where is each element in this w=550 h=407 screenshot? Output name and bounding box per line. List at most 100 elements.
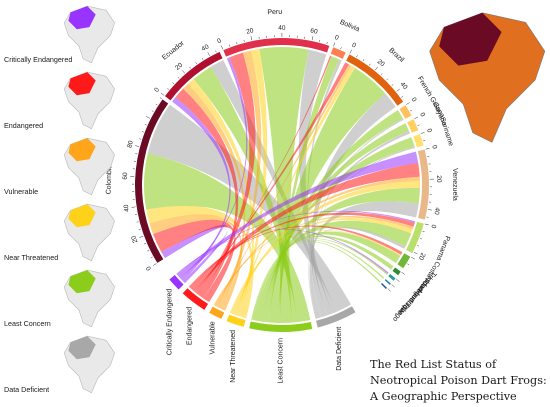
- tick-guyana-0: [414, 116, 419, 119]
- tick-panama-10: [419, 238, 423, 240]
- map-fill-critically-endangered: [68, 6, 96, 30]
- ribbon-venezuela-data-deficient: [309, 201, 419, 319]
- tick-french-guiana-0: [406, 102, 410, 105]
- tick-label-peru-0: 0: [216, 37, 222, 45]
- arc-suriname: [413, 134, 424, 148]
- arcs: [134, 38, 429, 332]
- ribbon-ecuador-critically-endangered: [172, 97, 231, 281]
- label-peru: Peru: [267, 9, 282, 17]
- tick-colombia-15: [144, 243, 147, 245]
- tick-colombia-85: [139, 138, 142, 140]
- tick-ecuador-15: [177, 76, 180, 79]
- ribbon-brazil-least-concern: [268, 67, 386, 323]
- tick-colombia-20: [139, 235, 144, 238]
- arc-nicaragua: [392, 267, 401, 276]
- tick-colombia-40: [131, 206, 136, 208]
- tick-costa-rica-0: [411, 256, 415, 260]
- arc-usa: [380, 282, 388, 289]
- tick-label-colombia-0: 0: [145, 264, 153, 271]
- tick-peru-5: [228, 44, 231, 47]
- ribbon-venezuela-endangered: [190, 162, 420, 292]
- arc-critically-endangered: [169, 274, 184, 290]
- tick-suriname-0: [420, 132, 425, 134]
- tick-label-suriname-0: 0: [425, 128, 433, 134]
- tick-peru-10: [236, 42, 238, 45]
- tick-label-peru-40: 40: [278, 25, 286, 32]
- tick-label-ecuador-20: 20: [174, 61, 184, 71]
- ribbon-colombia-least-concern: [144, 153, 311, 323]
- tick-ecuador-45: [215, 50, 217, 53]
- tick-colombia-80: [135, 145, 140, 147]
- map-fill-least-concern: [68, 270, 96, 294]
- ribbon-peru-endangered: [196, 52, 256, 296]
- map-fill-vulnerable: [68, 138, 96, 162]
- tick-brazil-45: [401, 96, 404, 98]
- tick-ecuador-35: [201, 57, 204, 60]
- tick-colombia-95: [144, 124, 147, 126]
- ribbon-trinidad-and-tobago-critically-endangered: [176, 229, 389, 275]
- arc-martinique: [384, 279, 391, 285]
- arc-french-guiana: [399, 105, 412, 119]
- tick-ecuador-20: [182, 70, 186, 74]
- tick-peru-20: [250, 36, 253, 41]
- tick-colombia-110: [155, 103, 158, 106]
- tick-label-bolivia-0: 0: [334, 34, 340, 42]
- tick-guyana-5: [417, 124, 420, 126]
- tick-label-venezuela-20: 20: [435, 175, 442, 183]
- ribbon-colombia-vulnerable: [149, 214, 243, 311]
- tick-colombia-105: [151, 110, 154, 112]
- tick-peru-60: [311, 36, 314, 41]
- label-endangered: Endangered: [186, 307, 193, 345]
- tick-brazil-10: [362, 59, 365, 62]
- ribbons: [144, 47, 421, 324]
- title-line-3: A Geographic Perspective: [369, 390, 517, 403]
- tick-label-brazil-20: 20: [376, 58, 386, 68]
- map-critically-endangered: [63, 5, 115, 64]
- tick-brazil-40: [396, 88, 400, 92]
- tick-label-venezuela-40: 40: [433, 207, 441, 216]
- tick-brazil-0: [349, 49, 352, 54]
- map-fill-near-threatened: [68, 204, 96, 228]
- map-label-endangered: Endangered: [4, 121, 43, 130]
- tick-martinique-0: [391, 284, 395, 288]
- south-america-map: [429, 12, 546, 143]
- tick-colombia-115: [159, 97, 162, 100]
- map-data-deficient: [63, 335, 115, 394]
- tick-brazil-5: [356, 55, 358, 58]
- arc-panama: [406, 221, 424, 254]
- colombia-region: [439, 12, 502, 66]
- map-fill-data-deficient: [68, 336, 96, 360]
- tick-label-venezuela-0: 0: [430, 144, 438, 150]
- label-near-threatened: Near Threatened: [230, 330, 237, 383]
- tick-label-colombia-20: 20: [130, 234, 139, 244]
- arc-ecuador: [164, 51, 223, 101]
- arc-near-threatened: [226, 314, 246, 327]
- label-suriname: Suriname: [438, 116, 454, 147]
- arc-guyana: [407, 119, 419, 133]
- label-vulnerable: Vulnerable: [209, 321, 216, 354]
- label-venezuela: Venezuela: [451, 168, 458, 201]
- arc-peru: [223, 38, 330, 57]
- tick-ecuador-0: [160, 92, 165, 96]
- tick-peru-65: [319, 39, 321, 42]
- label-ecuador: Ecuador: [161, 39, 186, 61]
- ribbon-ecuador-data-deficient: [210, 60, 337, 314]
- tick-panama-0: [424, 223, 429, 226]
- label-critically-endangered: Critically Endangered: [166, 289, 173, 356]
- tick-label-ecuador-0: 0: [153, 86, 161, 93]
- arc-costa-rica: [397, 253, 411, 269]
- map-label-critically-endangered: Critically Endangered: [4, 55, 72, 64]
- label-colombia: Colombia: [105, 165, 113, 195]
- title-block: The Red List Status of Neotropical Poiso…: [369, 358, 547, 403]
- tick-ecuador-25: [189, 66, 191, 69]
- map-label-near-threatened: Near Threatened: [4, 253, 58, 262]
- tick-colombia-5: [150, 256, 153, 259]
- tick-brazil-30: [386, 78, 389, 81]
- tick-brazil-20: [375, 66, 378, 71]
- ribbon-peru-data-deficient: [298, 49, 333, 316]
- arc-vulnerable: [209, 306, 225, 319]
- ribbon-ecuador-near-threatened: [188, 79, 255, 317]
